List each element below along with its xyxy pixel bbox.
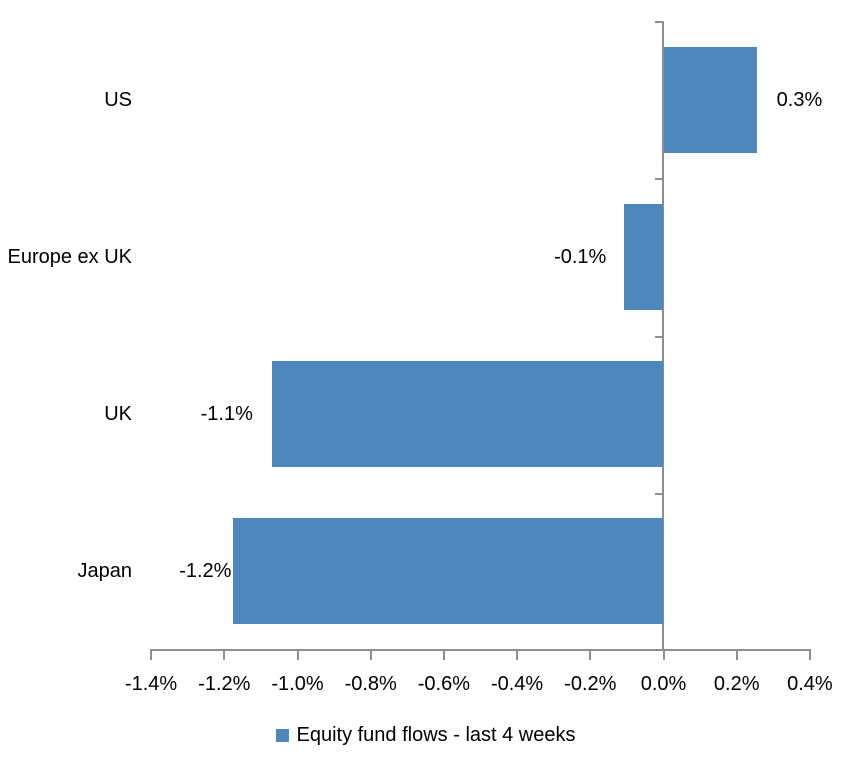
value-label: 0.3% <box>776 88 823 111</box>
x-axis-tick <box>808 649 811 660</box>
x-axis-tick <box>735 649 738 660</box>
legend-swatch-icon <box>276 728 290 742</box>
bar <box>663 46 757 153</box>
y-axis-tick <box>655 21 664 23</box>
y-axis-tick <box>655 493 664 495</box>
category-label: US <box>104 88 132 111</box>
y-axis-tick <box>655 336 664 338</box>
x-axis-tick <box>296 649 299 660</box>
x-tick-label: -0.6% <box>417 673 471 695</box>
bar <box>233 518 664 625</box>
legend-label: Equity fund flows - last 4 weeks <box>296 724 576 746</box>
x-tick-label: -0.2% <box>564 673 617 695</box>
x-axis-line <box>151 649 811 651</box>
x-tick-label: -0.4% <box>490 673 544 695</box>
x-axis-tick <box>369 649 372 660</box>
category-label: UK <box>104 403 132 426</box>
x-axis-tick <box>150 649 153 660</box>
x-axis-tick <box>442 649 445 660</box>
bar <box>624 203 664 310</box>
x-tick-label: -1.0% <box>271 673 324 695</box>
value-label: -1.2% <box>179 560 232 583</box>
value-label: -0.1% <box>554 245 607 268</box>
legend: Equity fund flows - last 4 weeks <box>0 722 852 748</box>
bar <box>271 361 664 468</box>
x-tick-label: 0.0% <box>640 673 687 695</box>
x-tick-label: -1.4% <box>124 673 178 695</box>
x-tick-label: -0.8% <box>344 673 397 695</box>
x-tick-label: -1.2% <box>198 673 251 695</box>
x-axis-tick <box>516 649 519 660</box>
y-axis-tick <box>655 178 664 180</box>
x-tick-label: 0.2% <box>713 673 760 695</box>
x-axis-tick <box>223 649 226 660</box>
x-tick-label: 0.4% <box>787 673 833 695</box>
category-label: Japan <box>77 560 133 583</box>
x-axis-tick <box>662 649 665 660</box>
value-label: -1.1% <box>200 403 253 426</box>
category-label: Europe ex UK <box>7 245 132 268</box>
x-axis-tick <box>589 649 592 660</box>
